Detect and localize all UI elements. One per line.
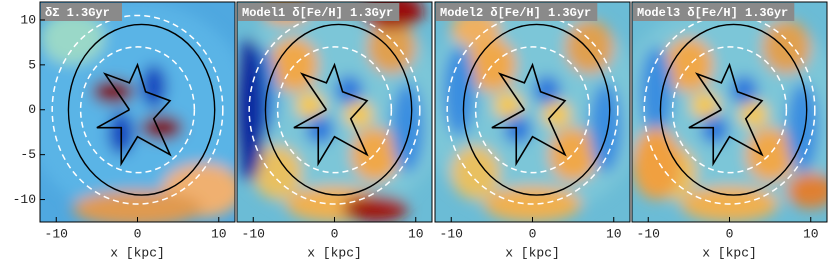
contour bbox=[688, 62, 764, 167]
contour bbox=[264, 23, 413, 196]
x-axis-label: x [kpc] bbox=[110, 245, 165, 260]
x-tick-label: -10 bbox=[45, 226, 68, 241]
map-image bbox=[40, 2, 235, 222]
map-blob bbox=[745, 127, 795, 182]
contour bbox=[462, 23, 611, 196]
y-tick-label: -5 bbox=[20, 147, 36, 162]
x-tick-label: -10 bbox=[242, 226, 265, 241]
map-blob bbox=[237, 37, 266, 182]
map-blob bbox=[632, 127, 681, 200]
panel-title: Model1 δ[Fe/H] 1.3Gyr bbox=[242, 6, 393, 20]
contour bbox=[96, 62, 172, 167]
title-bg bbox=[436, 3, 598, 21]
x-tick-label: -10 bbox=[637, 226, 660, 241]
contour bbox=[67, 23, 216, 196]
map-blob bbox=[344, 100, 374, 128]
title-bg bbox=[633, 3, 795, 21]
map-blob bbox=[589, 82, 622, 173]
title-bg bbox=[238, 3, 400, 21]
x-tick-label: -10 bbox=[440, 226, 463, 241]
x-axis-label: x [kpc] bbox=[702, 245, 757, 260]
x-tick-label: 10 bbox=[211, 226, 227, 241]
ring bbox=[79, 46, 196, 174]
y-tick-label: 0 bbox=[28, 102, 36, 117]
y-tick-label: 10 bbox=[20, 12, 36, 27]
map-blob bbox=[467, 37, 517, 92]
ring bbox=[51, 14, 224, 205]
x-tick-label: 10 bbox=[408, 226, 424, 241]
map-blob bbox=[701, 115, 729, 144]
map-blob bbox=[762, 19, 811, 74]
x-tick-label: 10 bbox=[606, 226, 622, 241]
map-blob bbox=[367, 19, 416, 74]
x-axis-label: x [kpc] bbox=[505, 245, 560, 260]
contour bbox=[659, 23, 808, 196]
map-blob bbox=[493, 91, 523, 119]
map-blob bbox=[92, 79, 135, 105]
map-blob bbox=[443, 46, 476, 137]
map-image bbox=[237, 2, 432, 222]
x-tick-label: 0 bbox=[134, 226, 142, 241]
map-blob bbox=[504, 115, 532, 144]
x-tick-label: 0 bbox=[529, 226, 537, 241]
map-blob bbox=[269, 37, 319, 92]
title-bg bbox=[41, 3, 122, 21]
map-blob bbox=[664, 37, 714, 92]
map-blobs bbox=[40, 2, 235, 222]
map-image bbox=[435, 2, 630, 222]
ring bbox=[474, 46, 591, 174]
x-tick-label: 0 bbox=[331, 226, 339, 241]
map-blob bbox=[548, 127, 598, 182]
map-blob bbox=[690, 91, 720, 119]
map-blobs bbox=[435, 2, 630, 222]
map-blob bbox=[391, 82, 424, 173]
ring bbox=[276, 46, 393, 174]
map-blob bbox=[640, 46, 673, 137]
map-blob bbox=[342, 195, 408, 222]
map-blob bbox=[786, 172, 827, 209]
map-blob bbox=[451, 145, 500, 200]
panel-title: Model3 δ[Fe/H] 1.3Gyr bbox=[637, 6, 788, 20]
contour bbox=[293, 62, 369, 167]
map-blob bbox=[140, 115, 183, 141]
map-blob bbox=[565, 19, 614, 74]
x-tick-label: 10 bbox=[803, 226, 819, 241]
map-image bbox=[632, 2, 827, 222]
map-blob bbox=[306, 115, 334, 144]
map-blob bbox=[295, 91, 325, 119]
map-blob bbox=[72, 190, 203, 222]
x-tick-label: 0 bbox=[726, 226, 734, 241]
map-blob bbox=[253, 145, 302, 200]
ring bbox=[671, 46, 788, 174]
y-tick-label: 5 bbox=[28, 57, 36, 72]
map-blob bbox=[739, 100, 769, 128]
y-tick-label: -10 bbox=[13, 192, 36, 207]
map-blob bbox=[786, 82, 819, 173]
map-blobs bbox=[632, 2, 827, 222]
map-blob bbox=[542, 100, 572, 128]
contour bbox=[491, 62, 567, 167]
panel-title: δΣ 1.3Gyr bbox=[45, 6, 110, 20]
map-blob bbox=[350, 127, 400, 182]
panel-title: Model2 δ[Fe/H] 1.3Gyr bbox=[440, 6, 591, 20]
x-axis-label: x [kpc] bbox=[307, 245, 362, 260]
